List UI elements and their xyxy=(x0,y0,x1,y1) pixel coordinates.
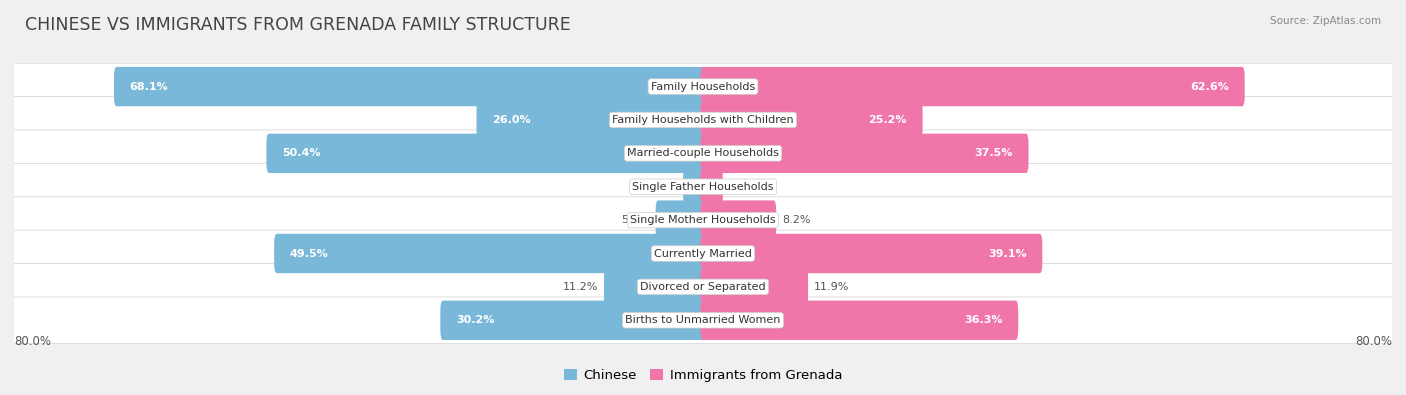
Text: Currently Married: Currently Married xyxy=(654,248,752,258)
Text: Divorced or Separated: Divorced or Separated xyxy=(640,282,766,292)
FancyBboxPatch shape xyxy=(274,234,706,273)
Text: 8.2%: 8.2% xyxy=(782,215,811,225)
Text: CHINESE VS IMMIGRANTS FROM GRENADA FAMILY STRUCTURE: CHINESE VS IMMIGRANTS FROM GRENADA FAMIL… xyxy=(25,16,571,34)
Text: 5.2%: 5.2% xyxy=(621,215,650,225)
FancyBboxPatch shape xyxy=(700,200,776,240)
Text: Family Households with Children: Family Households with Children xyxy=(612,115,794,125)
FancyBboxPatch shape xyxy=(700,134,1029,173)
FancyBboxPatch shape xyxy=(13,263,1393,310)
Text: 62.6%: 62.6% xyxy=(1191,82,1229,92)
FancyBboxPatch shape xyxy=(700,234,1042,273)
FancyBboxPatch shape xyxy=(700,167,723,207)
FancyBboxPatch shape xyxy=(700,100,922,140)
Text: Single Mother Households: Single Mother Households xyxy=(630,215,776,225)
Text: 37.5%: 37.5% xyxy=(974,149,1012,158)
Text: 30.2%: 30.2% xyxy=(456,315,495,325)
Text: 39.1%: 39.1% xyxy=(988,248,1026,258)
FancyBboxPatch shape xyxy=(700,267,808,307)
Text: 2.0%: 2.0% xyxy=(648,182,678,192)
Legend: Chinese, Immigrants from Grenada: Chinese, Immigrants from Grenada xyxy=(558,364,848,387)
FancyBboxPatch shape xyxy=(13,297,1393,344)
Text: 25.2%: 25.2% xyxy=(869,115,907,125)
FancyBboxPatch shape xyxy=(700,301,1018,340)
Text: 50.4%: 50.4% xyxy=(281,149,321,158)
FancyBboxPatch shape xyxy=(13,164,1393,210)
FancyBboxPatch shape xyxy=(13,97,1393,143)
FancyBboxPatch shape xyxy=(440,301,706,340)
FancyBboxPatch shape xyxy=(683,167,706,207)
Text: 49.5%: 49.5% xyxy=(290,248,329,258)
Text: Source: ZipAtlas.com: Source: ZipAtlas.com xyxy=(1270,16,1381,26)
FancyBboxPatch shape xyxy=(700,67,1244,106)
FancyBboxPatch shape xyxy=(655,200,706,240)
Text: 36.3%: 36.3% xyxy=(965,315,1002,325)
FancyBboxPatch shape xyxy=(114,67,706,106)
Text: 11.9%: 11.9% xyxy=(814,282,849,292)
Text: Married-couple Households: Married-couple Households xyxy=(627,149,779,158)
FancyBboxPatch shape xyxy=(13,197,1393,243)
FancyBboxPatch shape xyxy=(605,267,706,307)
Text: 26.0%: 26.0% xyxy=(492,115,530,125)
Text: Single Father Households: Single Father Households xyxy=(633,182,773,192)
FancyBboxPatch shape xyxy=(13,63,1393,110)
FancyBboxPatch shape xyxy=(13,230,1393,277)
Text: 80.0%: 80.0% xyxy=(1355,335,1392,348)
Text: 68.1%: 68.1% xyxy=(129,82,169,92)
Text: 80.0%: 80.0% xyxy=(14,335,51,348)
FancyBboxPatch shape xyxy=(13,130,1393,177)
Text: 2.0%: 2.0% xyxy=(728,182,758,192)
FancyBboxPatch shape xyxy=(266,134,706,173)
Text: Family Households: Family Households xyxy=(651,82,755,92)
FancyBboxPatch shape xyxy=(477,100,706,140)
Text: 11.2%: 11.2% xyxy=(562,282,598,292)
Text: Births to Unmarried Women: Births to Unmarried Women xyxy=(626,315,780,325)
